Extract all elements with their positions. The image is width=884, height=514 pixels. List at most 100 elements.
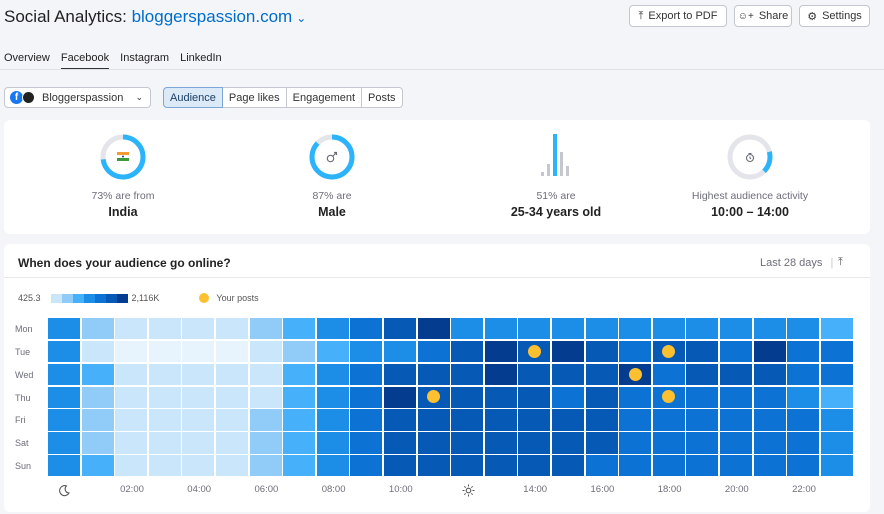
heatmap-cell[interactable] <box>585 409 618 431</box>
heatmap-cell[interactable] <box>484 363 517 386</box>
heatmap-cell[interactable] <box>81 432 114 454</box>
heatmap-cell[interactable] <box>283 409 316 431</box>
heatmap-cell[interactable] <box>787 340 820 363</box>
heatmap-cell[interactable] <box>484 432 517 454</box>
tab-linkedin[interactable]: LinkedIn <box>180 52 222 64</box>
heatmap-cell[interactable] <box>619 409 652 431</box>
heatmap-cell[interactable] <box>115 455 148 477</box>
heatmap-cell[interactable] <box>350 409 383 431</box>
post-marker[interactable] <box>426 390 440 404</box>
heatmap-cell[interactable] <box>48 386 81 408</box>
heatmap-cell[interactable] <box>417 432 450 454</box>
heatmap-cell[interactable] <box>148 432 181 454</box>
heatmap-cell[interactable] <box>249 409 282 431</box>
heatmap-cell[interactable] <box>81 340 114 363</box>
heatmap-cell[interactable] <box>350 363 383 386</box>
heatmap-cell[interactable] <box>451 340 484 363</box>
export-pdf-button[interactable]: ⤒ Export to PDF <box>629 5 727 27</box>
heatmap-cell[interactable] <box>686 318 719 340</box>
heatmap-cell[interactable] <box>81 318 114 340</box>
account-selector[interactable]: f Bloggerspassion ⌄ <box>4 87 151 108</box>
heatmap-cell[interactable] <box>619 432 652 454</box>
heatmap-cell[interactable] <box>753 363 786 386</box>
heatmap-cell[interactable] <box>115 409 148 431</box>
heatmap-cell[interactable] <box>148 363 181 386</box>
heatmap-cell[interactable] <box>820 318 853 340</box>
heatmap-cell[interactable] <box>451 318 484 340</box>
heatmap-cell[interactable] <box>148 318 181 340</box>
heatmap-cell[interactable] <box>182 432 215 454</box>
heatmap-cell[interactable] <box>384 340 417 363</box>
heatmap-cell[interactable] <box>48 363 81 386</box>
heatmap-cell[interactable] <box>316 318 349 340</box>
chevron-down-icon[interactable]: ⌄ <box>296 11 307 25</box>
heatmap-cell[interactable] <box>720 363 753 386</box>
heatmap-cell[interactable] <box>283 455 316 477</box>
heatmap-cell[interactable] <box>787 386 820 408</box>
domain-selector[interactable]: bloggerspassion.com <box>131 7 293 26</box>
export-icon[interactable]: ⤒ <box>838 256 843 268</box>
heatmap-cell[interactable] <box>81 455 114 477</box>
heatmap-cell[interactable] <box>451 409 484 431</box>
heatmap-cell[interactable] <box>518 363 551 386</box>
heatmap-cell[interactable] <box>820 455 853 477</box>
heatmap-cell[interactable] <box>686 363 719 386</box>
heatmap-cell[interactable] <box>585 455 618 477</box>
heatmap-cell[interactable] <box>316 386 349 408</box>
heatmap-cell[interactable] <box>384 386 417 408</box>
heatmap-cell[interactable] <box>686 409 719 431</box>
heatmap-cell[interactable] <box>820 363 853 386</box>
heatmap-cell[interactable] <box>484 318 517 340</box>
heatmap-cell[interactable] <box>350 340 383 363</box>
heatmap-cell[interactable] <box>686 386 719 408</box>
heatmap-cell[interactable] <box>753 409 786 431</box>
heatmap-cell[interactable] <box>451 455 484 477</box>
heatmap-cell[interactable] <box>720 386 753 408</box>
heatmap-cell[interactable] <box>484 386 517 408</box>
heatmap-cell[interactable] <box>552 455 585 477</box>
heatmap-cell[interactable] <box>417 340 450 363</box>
heatmap-cell[interactable] <box>686 340 719 363</box>
heatmap-cell[interactable] <box>48 432 81 454</box>
post-marker[interactable] <box>662 390 676 404</box>
post-marker[interactable] <box>527 344 541 358</box>
heatmap-cell[interactable] <box>451 432 484 454</box>
heatmap-cell[interactable] <box>384 409 417 431</box>
heatmap-cell[interactable] <box>115 432 148 454</box>
heatmap-cell[interactable] <box>820 432 853 454</box>
heatmap-cell[interactable] <box>48 340 81 363</box>
heatmap-cell[interactable] <box>686 455 719 477</box>
heatmap-cell[interactable] <box>552 340 585 363</box>
segment-posts[interactable]: Posts <box>361 87 403 108</box>
heatmap-cell[interactable] <box>216 340 249 363</box>
heatmap-cell[interactable] <box>451 386 484 408</box>
heatmap-cell[interactable] <box>249 363 282 386</box>
heatmap-cell[interactable] <box>148 340 181 363</box>
heatmap-cell[interactable] <box>585 318 618 340</box>
heatmap-cell[interactable] <box>686 432 719 454</box>
heatmap-cell[interactable] <box>720 318 753 340</box>
heatmap-cell[interactable] <box>316 409 349 431</box>
heatmap-cell[interactable] <box>283 432 316 454</box>
heatmap-cell[interactable] <box>619 386 652 408</box>
heatmap-cell[interactable] <box>350 318 383 340</box>
post-marker[interactable] <box>628 367 642 381</box>
heatmap-cell[interactable] <box>585 340 618 363</box>
heatmap-cell[interactable] <box>518 409 551 431</box>
heatmap-cell[interactable] <box>384 318 417 340</box>
heatmap-cell[interactable] <box>518 386 551 408</box>
heatmap-cell[interactable] <box>585 363 618 386</box>
heatmap-cell[interactable] <box>283 386 316 408</box>
heatmap-cell[interactable] <box>552 318 585 340</box>
heatmap-cell[interactable] <box>115 363 148 386</box>
share-button[interactable]: ☺+ Share <box>734 5 792 27</box>
tab-facebook[interactable]: Facebook <box>60 52 110 70</box>
heatmap-cell[interactable] <box>417 363 450 386</box>
heatmap-cell[interactable] <box>619 455 652 477</box>
heatmap-cell[interactable] <box>518 318 551 340</box>
heatmap-cell[interactable] <box>787 363 820 386</box>
heatmap-cell[interactable] <box>148 386 181 408</box>
heatmap-cell[interactable] <box>484 340 517 363</box>
heatmap-cell[interactable] <box>249 318 282 340</box>
heatmap-cell[interactable] <box>182 318 215 340</box>
